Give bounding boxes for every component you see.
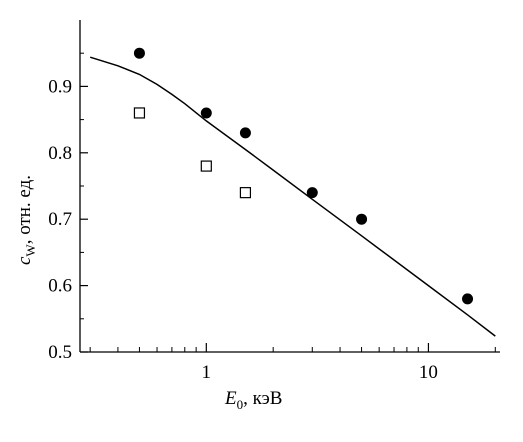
data-point-filled (462, 293, 474, 305)
x-axis-label: E0, кэВ (224, 388, 282, 412)
data-point-filled (239, 127, 251, 139)
data-point-filled (200, 107, 212, 119)
x-axis-label-unit: , кэВ (243, 388, 282, 409)
data-point-open (200, 160, 212, 172)
ticks: 0.5 0.6 0.7 0.8 0.9 1 10 (48, 52, 496, 383)
y-axis-label-main: c (14, 256, 35, 265)
y-tick-label: 0.9 (48, 76, 72, 97)
fit-line (89, 56, 496, 337)
x-axis-label-main: E (224, 388, 237, 409)
y-tick-label: 0.5 (48, 342, 72, 363)
x-tick-label: 1 (202, 362, 212, 383)
axis-labels: E0, кэВ cW, отн. ед. (14, 175, 282, 412)
data-point-open (133, 107, 146, 119)
x-tick-label: 10 (419, 362, 438, 383)
data-point-open (239, 187, 252, 199)
data-point-filled (133, 47, 145, 59)
axes (79, 20, 500, 353)
data-point-filled (356, 213, 368, 225)
y-axis-label-unit: , отн. ед. (14, 175, 35, 244)
y-axis-label-sub: W (23, 244, 38, 257)
x-axis-label-sub: 0 (237, 397, 244, 412)
data-marks (89, 47, 496, 337)
y-axis-label: cW, отн. ед. (14, 175, 38, 265)
y-tick-label: 0.7 (48, 209, 72, 230)
y-tick-label: 0.8 (48, 143, 72, 164)
data-point-filled (306, 187, 318, 199)
y-tick-label: 0.6 (48, 276, 72, 297)
